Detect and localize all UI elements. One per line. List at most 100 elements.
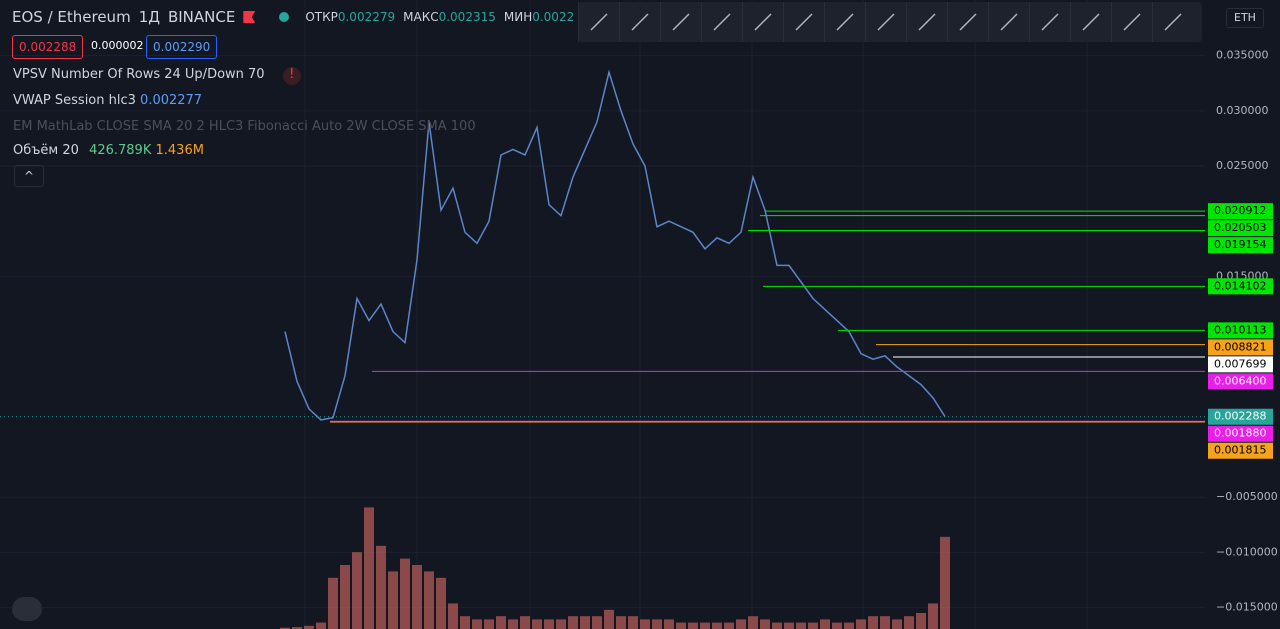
indicator-name: Объём 20 [13, 143, 79, 158]
tool-button[interactable] [947, 2, 988, 42]
tool-button[interactable] [619, 2, 660, 42]
tool-button[interactable] [906, 2, 947, 42]
level-label-box [1208, 237, 1273, 254]
volume-bar [544, 619, 554, 629]
level-label: 0.020912 [1214, 204, 1267, 217]
tool-button[interactable] [1152, 2, 1193, 42]
volume-bar [424, 571, 434, 629]
volume-bar [460, 616, 470, 629]
tool-button[interactable] [660, 2, 701, 42]
high-label: МАКС [403, 10, 439, 24]
volume-bar [820, 619, 830, 629]
logo[interactable] [12, 597, 42, 621]
indicator[interactable]: VWAP Session hlc3 0.002277 [13, 93, 202, 108]
volume-bar [628, 616, 638, 629]
indicator[interactable]: Объём 20 426.789K 1.436M [13, 143, 204, 158]
tool-button[interactable] [988, 2, 1029, 42]
indicator[interactable]: VPSV Number Of Rows 24 Up/Down 70 ! [13, 67, 301, 85]
volume-bar [940, 536, 950, 629]
level-label: 0.001815 [1214, 444, 1267, 457]
tool-button[interactable] [783, 2, 824, 42]
tool-button[interactable] [1029, 2, 1070, 42]
y-tick-label: −0.015000 [1216, 601, 1278, 614]
price-axis [1205, 0, 1280, 629]
volume-bar [676, 622, 686, 629]
tool-button[interactable] [742, 2, 783, 42]
volume-bar [916, 613, 926, 629]
volume-bar [880, 616, 890, 629]
collapse-button[interactable]: ^ [14, 165, 44, 187]
buy-price[interactable]: 0.002290 [146, 35, 218, 59]
level-label-box [1208, 339, 1273, 356]
volume-bar [532, 619, 542, 629]
y-tick-label: 0.025000 [1216, 159, 1269, 172]
volume-bar [904, 616, 914, 629]
volume-bar [508, 619, 518, 629]
tool-icon [754, 13, 772, 31]
volume-bar [748, 616, 758, 629]
level-label-box [1208, 356, 1273, 373]
indicator-value: 0.002277 [140, 93, 203, 108]
low-label: МИН [503, 10, 533, 24]
level-label-box [1208, 278, 1273, 295]
warning: ! [282, 67, 301, 85]
flag[interactable] [243, 11, 256, 23]
volume-bar [316, 622, 326, 629]
tool-icon [877, 13, 895, 31]
volume-bar [376, 545, 386, 629]
y-tick-label: 0.035000 [1216, 49, 1269, 62]
sell-price[interactable]: 0.002288 [12, 35, 84, 59]
volume-bar [328, 577, 338, 629]
spread: 0.000002 [91, 39, 144, 52]
tool-icon [672, 13, 690, 31]
tool-button[interactable] [824, 2, 865, 42]
volume-bar [280, 627, 290, 629]
level-label-box [1208, 425, 1273, 442]
tool-icon [1000, 13, 1018, 31]
volume-bar [580, 616, 590, 629]
tool-button[interactable] [1111, 2, 1152, 42]
tool-icon [959, 13, 977, 31]
tool-button[interactable] [701, 2, 742, 42]
indicator[interactable]: EM MathLab CLOSE SMA 20 2 HLC3 Fibonacci… [13, 119, 476, 134]
tool-button[interactable] [1070, 2, 1111, 42]
tool-button[interactable] [865, 2, 906, 42]
volume-bar [868, 616, 878, 629]
tool-icon [590, 13, 608, 31]
volume-bar [388, 571, 398, 629]
volume-bar [832, 622, 842, 629]
tool-button[interactable] [578, 2, 619, 42]
level-label: 0.006400 [1214, 374, 1267, 387]
volume-bar [616, 616, 626, 629]
level-label-box [1208, 220, 1273, 237]
open-label: ОТКР [305, 10, 338, 24]
tool-icon [631, 13, 649, 31]
volume-bar [724, 622, 734, 629]
volume-bar [700, 622, 710, 629]
status-dot [279, 12, 290, 22]
level-label-box [1208, 442, 1273, 459]
volume-bar [808, 622, 818, 629]
volume-bar [364, 507, 374, 629]
volume-bar [688, 622, 698, 629]
indicator-name: EM MathLab CLOSE SMA 20 2 HLC3 Fibonacci… [13, 119, 476, 134]
volume-bar [892, 619, 902, 629]
level-label: 0.020503 [1214, 221, 1267, 234]
level-label: 0.008821 [1214, 340, 1267, 353]
exchange: BINANCE [167, 8, 236, 26]
volume-bar [352, 552, 362, 629]
y-tick-label: 0.030000 [1216, 104, 1269, 117]
volume-bar [292, 627, 302, 629]
interval[interactable]: 1Д [138, 8, 160, 26]
level-label-box [1208, 408, 1273, 425]
level-label: 0.002288 [1214, 410, 1267, 423]
tool-icon [713, 13, 731, 31]
tool-icon [918, 13, 936, 31]
currency[interactable]: ETH [1226, 8, 1264, 28]
symbol[interactable]: EOS / Ethereum [12, 8, 131, 26]
indicator-name: VWAP Session hlc3 [13, 93, 136, 108]
volume-bar [448, 603, 458, 629]
volume-bar [556, 619, 566, 629]
volume-bar [784, 622, 794, 629]
